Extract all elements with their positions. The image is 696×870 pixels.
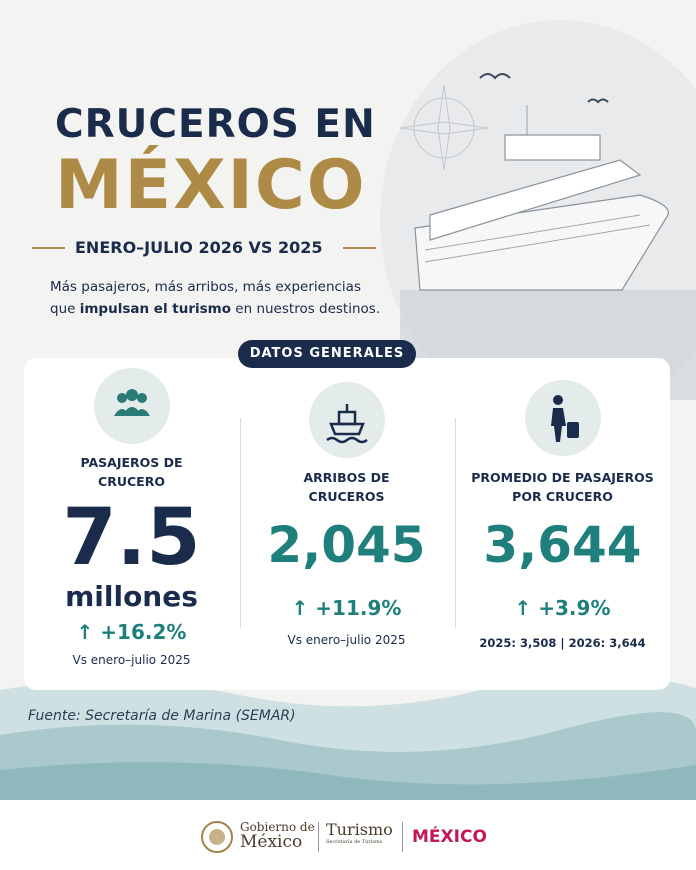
seal — [201, 821, 233, 853]
title-line2: MÉXICO — [55, 146, 367, 225]
traveler-icon — [550, 395, 579, 442]
intro: Más pasajeros, más arribos, más experien… — [50, 276, 380, 320]
icon — [524, 380, 601, 456]
divider — [455, 418, 456, 628]
stat-value: 2,045 — [267, 516, 426, 574]
stat-change: ↑ +16.2% — [76, 620, 187, 644]
ship-icon — [325, 404, 368, 444]
stat-label: ARRIBOS DE CRUCEROS — [303, 470, 390, 504]
footer-logos: Gobierno de México Turismo Secretaría de T… — [200, 818, 500, 858]
stat-note: 2025: 3,508 | 2026: 3,644 — [479, 636, 646, 650]
stat-note: Vs enero–julio 2025 — [287, 633, 406, 647]
change-value: +3.9% — [538, 596, 611, 620]
stat-label: PROMEDIO DE PASAJEROS POR CRUCERO — [471, 470, 654, 504]
icon — [93, 368, 170, 444]
change-value: +16.2% — [100, 620, 187, 644]
stat-card: PROMEDIO DE PASAJEROS POR CRUCERO 3,644 … — [455, 358, 670, 688]
change-value: +11.9% — [315, 596, 402, 620]
stat-note: Vs enero–julio 2025 — [72, 653, 191, 667]
turismo-sub: Secretaría de Turismo — [326, 839, 383, 845]
mexico-brand: MÉXICO — [412, 827, 487, 847]
stat-unit: millones — [65, 580, 198, 613]
stats-panel: PASAJEROS DE CRUCERO 7.5 millones ↑ +16.… — [24, 358, 670, 690]
section-badge: DATOS GENERALES — [238, 340, 416, 368]
divider — [318, 822, 319, 852]
intro-line2: que impulsan el turismo en nuestros dest… — [50, 298, 380, 320]
turismo: Turismo — [326, 820, 393, 839]
gob-line1: Gobierno de — [240, 820, 315, 834]
stat-value: 3,644 — [483, 516, 642, 574]
intro-line1: Más pasajeros, más arribos, más experien… — [50, 279, 361, 295]
divider — [402, 822, 403, 852]
stat-label: PASAJEROS DE CRUCERO — [80, 455, 183, 489]
intro-bold: impulsan el turismo — [79, 301, 231, 317]
stat-change: ↑ +3.9% — [514, 596, 611, 620]
intro-text: que — [50, 301, 80, 317]
stat-change: ↑ +11.9% — [291, 596, 402, 620]
gob-line2: México — [240, 832, 303, 852]
stat-card: ARRIBOS DE CRUCEROS 2,045 ↑ +11.9% Vs en… — [239, 358, 454, 688]
icon — [308, 382, 385, 458]
stat-card: PASAJEROS DE CRUCERO 7.5 millones ↑ +16.… — [24, 358, 239, 688]
divider — [240, 418, 241, 628]
turismo-logo: Turismo Secretaría de Turismo — [326, 820, 393, 845]
title-line1: CRUCEROS EN — [55, 102, 376, 147]
source: Fuente: Secretaría de Marina (SEMAR) — [28, 708, 296, 724]
gob-logo: Gobierno de México — [240, 820, 315, 852]
people-icon — [113, 389, 150, 416]
intro-text: en nuestros destinos. — [231, 301, 381, 317]
subtitle: ENERO–JULIO 2026 VS 2025 — [75, 238, 323, 257]
stat-value: 7.5 — [62, 493, 201, 583]
